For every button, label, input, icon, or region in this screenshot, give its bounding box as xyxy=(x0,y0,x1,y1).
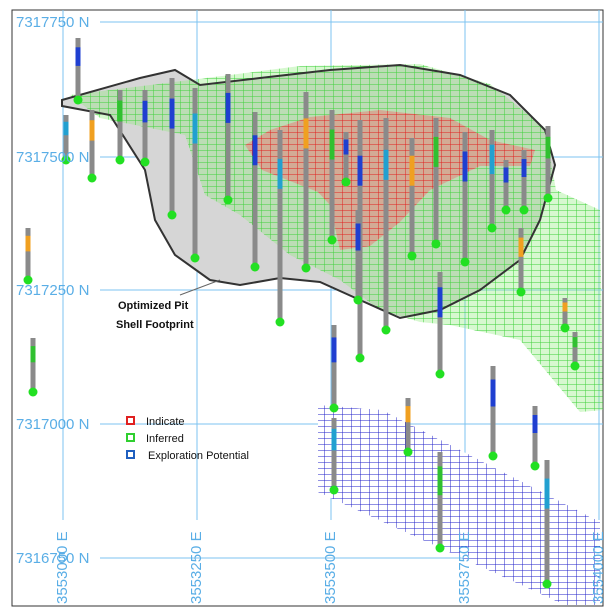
northing-label: 7317750 N xyxy=(16,14,89,31)
northing-label: 7317000 N xyxy=(16,416,89,433)
collar xyxy=(570,361,580,371)
collar xyxy=(487,223,497,233)
collar xyxy=(542,579,552,589)
collar xyxy=(460,257,470,267)
collar xyxy=(435,369,445,379)
northing-label: 7317500 N xyxy=(16,149,89,166)
collar xyxy=(223,195,233,205)
collar xyxy=(407,251,417,261)
annotation-line: Shell Footprint xyxy=(116,319,194,331)
collar xyxy=(190,253,200,263)
collar xyxy=(73,95,83,105)
collar xyxy=(516,287,526,297)
legend-swatch xyxy=(126,433,135,442)
northing-label: 7317250 N xyxy=(16,282,89,299)
collar xyxy=(543,193,553,203)
legend-label: Indicate xyxy=(146,416,185,428)
collar xyxy=(329,403,339,413)
drill-holes xyxy=(23,38,580,589)
collar xyxy=(501,205,511,215)
easting-label: 3553750 E xyxy=(456,531,473,604)
collar xyxy=(23,275,33,285)
easting-label: 3553000 E xyxy=(54,531,71,604)
collar xyxy=(301,263,311,273)
collar xyxy=(530,461,540,471)
collar xyxy=(488,451,498,461)
collar xyxy=(327,235,337,245)
collar xyxy=(381,325,391,335)
legend-label: Inferred xyxy=(146,433,184,445)
collar xyxy=(28,387,38,397)
easting-label: 3554000 E xyxy=(590,531,607,604)
legend-label: Exploration Potential xyxy=(148,450,249,462)
easting-label: 3553250 E xyxy=(188,531,205,604)
pit-outline xyxy=(61,63,557,320)
collar xyxy=(403,447,413,457)
collar xyxy=(560,323,570,333)
collar xyxy=(61,155,71,165)
collar xyxy=(329,485,339,495)
collar xyxy=(167,210,177,220)
collar xyxy=(431,239,441,249)
exploration-zone xyxy=(318,405,600,605)
legend-swatch xyxy=(126,450,135,459)
collar xyxy=(341,177,351,187)
collar xyxy=(115,155,125,165)
collar xyxy=(275,317,285,327)
collar xyxy=(353,295,363,305)
collar xyxy=(87,173,97,183)
easting-label: 3553500 E xyxy=(322,531,339,604)
collar xyxy=(250,262,260,272)
collar xyxy=(435,543,445,553)
northing-label: 7316750 N xyxy=(16,550,89,567)
annotation-line: Optimized Pit xyxy=(118,300,189,312)
annotation-arrow xyxy=(179,279,221,296)
collar xyxy=(140,157,150,167)
collar xyxy=(355,353,365,363)
collar xyxy=(519,205,529,215)
legend-swatch xyxy=(126,416,135,425)
